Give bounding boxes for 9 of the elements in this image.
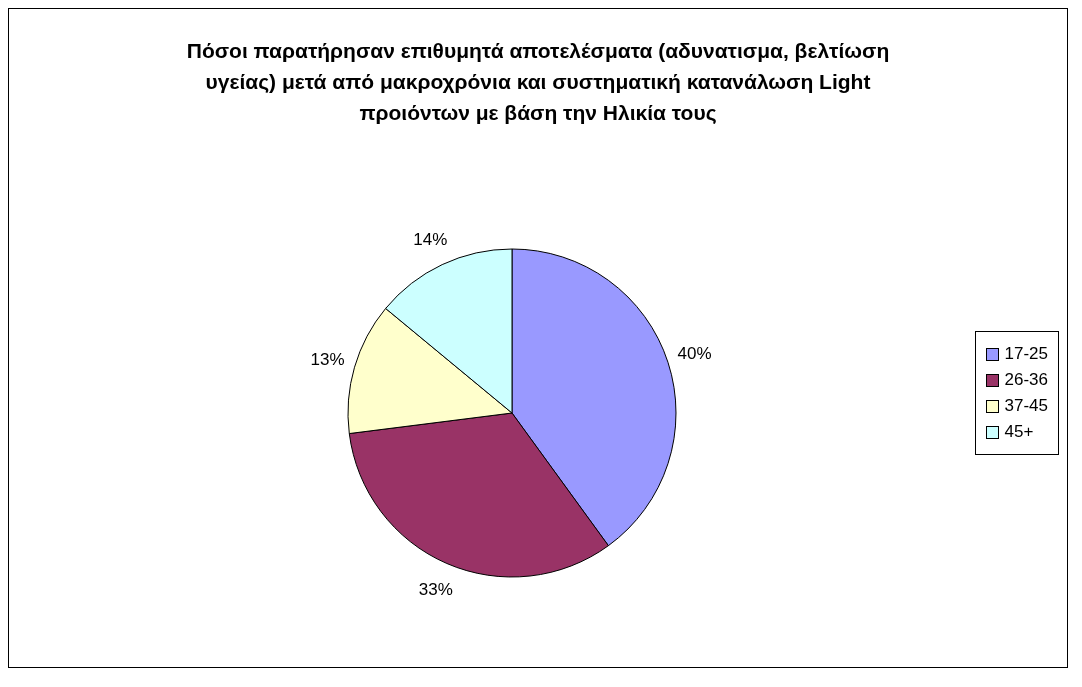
legend-label: 45+	[1004, 422, 1034, 442]
data-label: 33%	[418, 579, 453, 599]
chart-title: Πόσοι παρατήρησαν επιθυμητά αποτελέσματα (αδυνατισμα, βελτίωση υγείας) μετά από μακροχρόνια και συστηματική κατανάλωση Light προιόντων με βάση την Ηλικία τους	[185, 38, 891, 126]
legend-label: 26-36	[1004, 370, 1048, 390]
legend-label: 37-45	[1004, 396, 1048, 416]
data-label: 13%	[310, 349, 345, 369]
legend-label: 17-25	[1004, 344, 1048, 364]
data-label: 14%	[413, 229, 448, 249]
data-label: 40%	[677, 344, 712, 364]
